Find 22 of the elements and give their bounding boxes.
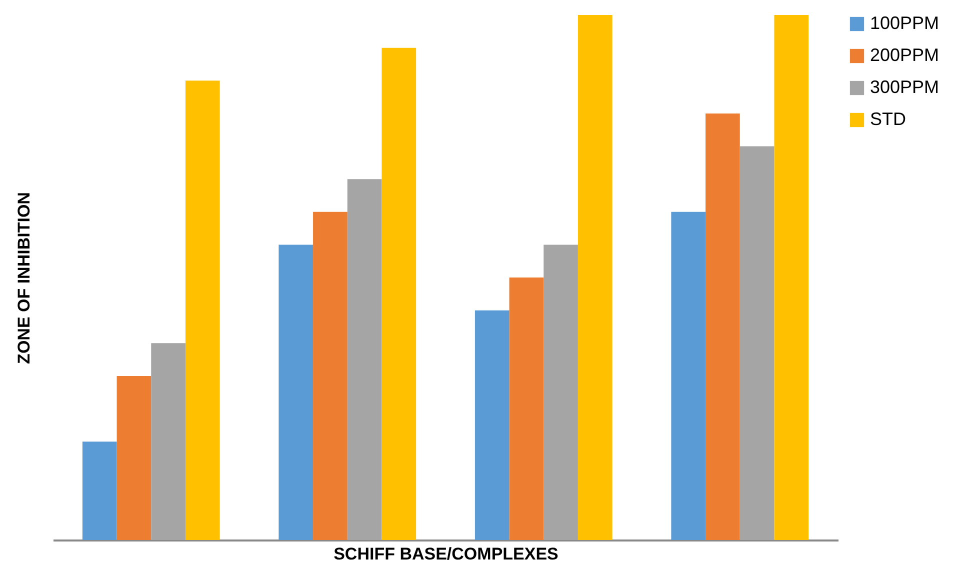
bar <box>544 244 578 540</box>
bar <box>474 310 510 540</box>
bar <box>313 212 348 540</box>
bar <box>278 244 314 540</box>
x-axis-title: SCHIFF BASE/COMPLEXES <box>334 544 558 564</box>
bar <box>151 343 186 540</box>
bar <box>706 113 740 540</box>
bar <box>671 212 706 540</box>
bar <box>509 278 544 540</box>
legend-label: STD <box>870 109 906 129</box>
legend-label: 100PPM <box>870 13 940 33</box>
bar <box>774 15 809 540</box>
legend-label: 300PPM <box>870 77 940 97</box>
bar <box>116 376 152 540</box>
bar <box>740 146 774 540</box>
bar <box>578 15 612 540</box>
legend-label: 200PPM <box>870 45 940 65</box>
bar <box>347 179 382 540</box>
y-axis-title: ZONE OF INHIBITION <box>14 192 34 364</box>
bar <box>82 442 117 540</box>
bar <box>382 48 416 540</box>
bar <box>185 80 220 540</box>
